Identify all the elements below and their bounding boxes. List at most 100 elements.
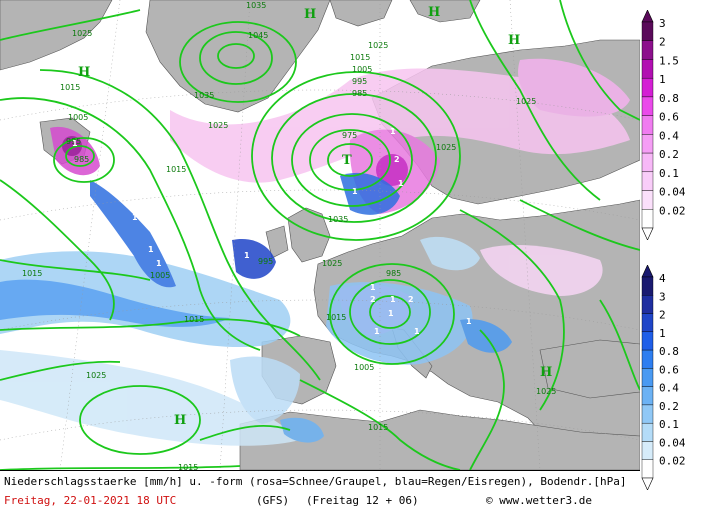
rain-legend-swatch bbox=[641, 276, 654, 296]
snow-legend-swatch bbox=[641, 21, 654, 41]
isobar-label: 985 bbox=[352, 89, 367, 98]
isobar-label: 1025 bbox=[208, 121, 228, 130]
snow-legend-value: 0.02 bbox=[659, 204, 686, 217]
isobar bbox=[519, 199, 640, 251]
precip-cell-label: 1 bbox=[132, 213, 138, 222]
isobar bbox=[0, 9, 141, 41]
precip-cell-label: 2 bbox=[394, 155, 400, 164]
rain-legend-value: 3 bbox=[659, 290, 666, 303]
snow-legend: 3 2 1.5 1 0.8 0.6 0.4 0.2 0.1 0.04 0.02 bbox=[640, 10, 704, 240]
precip-cell-label: 1 bbox=[116, 187, 122, 196]
isobar-label: 995 bbox=[66, 137, 81, 146]
parallel bbox=[0, 409, 640, 441]
isobar-label: 1015 bbox=[60, 83, 80, 92]
isobar-label: 1035 bbox=[328, 215, 348, 224]
isobar-label: 1015 bbox=[350, 53, 370, 62]
land-svalbard bbox=[409, 0, 481, 23]
source-credit: © www.wetter3.de bbox=[486, 494, 592, 507]
isobar bbox=[251, 71, 461, 241]
snow-area-north bbox=[170, 68, 630, 183]
snow-legend-swatch bbox=[641, 77, 654, 98]
isobar bbox=[327, 143, 373, 177]
precip-cell-label: 1 bbox=[148, 245, 154, 254]
rain-legend-value: 0.02 bbox=[659, 455, 686, 468]
isobar bbox=[0, 179, 115, 321]
isobar bbox=[0, 318, 301, 337]
isobar-label: 1015 bbox=[22, 269, 42, 278]
rain-area-ireland bbox=[232, 238, 276, 279]
isobar bbox=[309, 129, 391, 191]
isobar bbox=[179, 21, 297, 103]
snow-legend-value: 0.1 bbox=[659, 167, 679, 180]
precip-cell-label: 2 bbox=[408, 295, 414, 304]
land-turkey bbox=[539, 339, 640, 399]
isobar bbox=[271, 93, 437, 223]
pressure-centers: H H H H H H T bbox=[78, 5, 552, 428]
rain-area-med-outer bbox=[326, 282, 473, 365]
isobar bbox=[599, 299, 640, 391]
rain-legend-value: 1 bbox=[659, 327, 666, 340]
isobar bbox=[199, 424, 291, 441]
isobar bbox=[53, 137, 115, 183]
snow-legend-swatch bbox=[641, 190, 654, 210]
chart-description: Niederschlagsstaerke [mm/h] u. -form (ro… bbox=[4, 475, 627, 488]
model-name: (GFS) bbox=[256, 494, 290, 507]
precip-cell-label: 1 bbox=[390, 295, 396, 304]
isobar bbox=[0, 97, 261, 351]
rain-area-north-africa bbox=[280, 417, 324, 443]
rain-legend-swatch bbox=[641, 422, 654, 442]
isobar-label: 995 bbox=[352, 77, 367, 86]
isobar bbox=[199, 31, 273, 85]
parallel bbox=[0, 299, 640, 331]
snow-core-norway bbox=[376, 154, 408, 186]
isobar bbox=[459, 209, 565, 411]
isobar bbox=[79, 385, 201, 455]
isobar-label: 1035 bbox=[246, 1, 266, 10]
isobar bbox=[0, 465, 241, 470]
rain-legend-arrow-top bbox=[641, 265, 654, 278]
rain-front-mid-atlantic bbox=[90, 180, 176, 288]
rain-band-atlantic-core bbox=[0, 279, 230, 327]
rain-legend-value: 2 bbox=[659, 309, 666, 322]
low-pressure-center: T bbox=[342, 153, 352, 168]
land-greenland bbox=[145, 0, 331, 113]
land-north-africa bbox=[239, 409, 640, 470]
land-iceland bbox=[329, 0, 393, 27]
rain-area-spain bbox=[230, 356, 300, 424]
rain-legend-swatch bbox=[641, 368, 654, 387]
snow-legend-value: 0.8 bbox=[659, 92, 679, 105]
meridian bbox=[509, 0, 541, 470]
rain-area-low-center bbox=[340, 172, 400, 215]
rain-legend-value: 0.8 bbox=[659, 345, 679, 358]
snow-legend-value: 0.4 bbox=[659, 129, 679, 142]
isobar bbox=[559, 0, 640, 121]
high-pressure-center: H bbox=[174, 413, 186, 428]
snow-legend-swatch bbox=[641, 134, 654, 154]
snow-area-ne bbox=[518, 58, 630, 117]
isobar bbox=[329, 263, 455, 365]
snow-legend-swatch bbox=[641, 96, 654, 116]
isobar-label: 985 bbox=[74, 155, 89, 164]
isobar-label: 1015 bbox=[326, 313, 346, 322]
isobar-label: 1025 bbox=[516, 97, 536, 106]
isobar bbox=[369, 295, 411, 329]
snow-legend-value: 1 bbox=[659, 73, 666, 86]
land-canada-west bbox=[0, 0, 113, 71]
rain-legend-swatch bbox=[641, 459, 654, 479]
parallel bbox=[0, 89, 640, 121]
isobar bbox=[39, 69, 321, 381]
isobar bbox=[65, 145, 95, 167]
high-pressure-center: H bbox=[508, 33, 520, 48]
precip-cell-label: 1 bbox=[414, 327, 420, 336]
precip-cell-label: 1 bbox=[388, 309, 394, 318]
snow-legend-value: 2 bbox=[659, 36, 666, 49]
isobar-label: 1005 bbox=[352, 65, 372, 74]
rain-legend-value: 0.1 bbox=[659, 418, 679, 431]
high-pressure-center: H bbox=[304, 7, 316, 22]
precip-cell-label: 1 bbox=[72, 139, 78, 148]
synoptic-map: 1035 1045 1035 1025 1015 1015 1005 995 9… bbox=[0, 0, 640, 470]
rain-legend-scale: 4 3 2 1 0.8 0.6 0.4 0.2 0.1 0.04 0.02 bbox=[641, 265, 686, 490]
isobar-label: 1025 bbox=[72, 29, 92, 38]
isobar-label: 1025 bbox=[86, 371, 106, 380]
